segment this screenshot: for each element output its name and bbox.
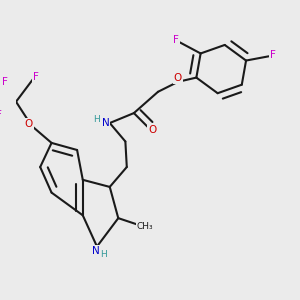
Text: N: N (102, 118, 110, 128)
Text: H: H (100, 250, 106, 259)
Text: F: F (33, 72, 39, 82)
Text: F: F (2, 77, 8, 87)
Text: F: F (0, 110, 2, 119)
Text: O: O (148, 125, 157, 135)
Text: F: F (173, 35, 179, 45)
Text: N: N (92, 246, 99, 256)
Text: F: F (270, 50, 276, 60)
Text: CH₃: CH₃ (137, 222, 154, 231)
Text: H: H (94, 115, 100, 124)
Text: O: O (174, 74, 182, 83)
Text: O: O (25, 118, 33, 129)
